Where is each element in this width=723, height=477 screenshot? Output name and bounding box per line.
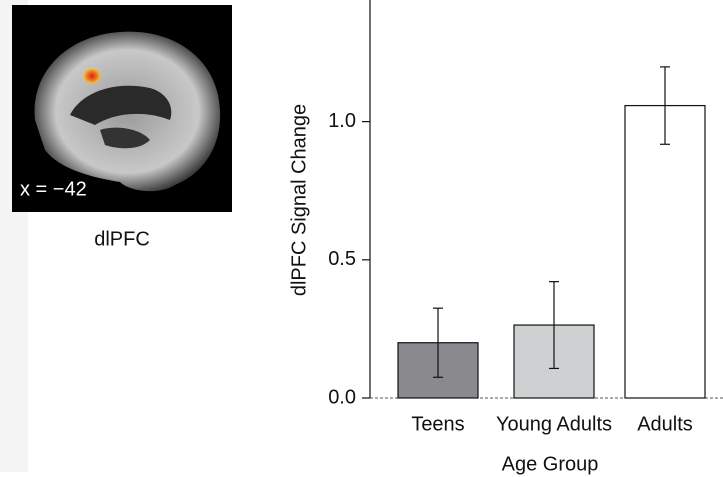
y-tick-label: 0.5 bbox=[328, 248, 356, 270]
y-tick-label: 1.0 bbox=[328, 110, 356, 132]
x-tick-label: Adults bbox=[637, 413, 693, 435]
image-label: dlPFC bbox=[94, 228, 150, 250]
coordinate-label: x = −42 bbox=[20, 178, 87, 200]
x-tick-label: Young Adults bbox=[496, 413, 612, 435]
y-tick-label: 0.0 bbox=[328, 386, 356, 408]
x-axis-label: Age Group bbox=[502, 453, 599, 475]
figure: x = −42 dlPFC dlPFC Signal Change Age Gr… bbox=[0, 0, 723, 477]
bar bbox=[625, 106, 705, 398]
x-tick-label: Teens bbox=[411, 413, 464, 435]
page: x = −42 dlPFC dlPFC Signal Change Age Gr… bbox=[0, 0, 723, 477]
y-axis-label: dlPFC Signal Change bbox=[288, 104, 310, 296]
